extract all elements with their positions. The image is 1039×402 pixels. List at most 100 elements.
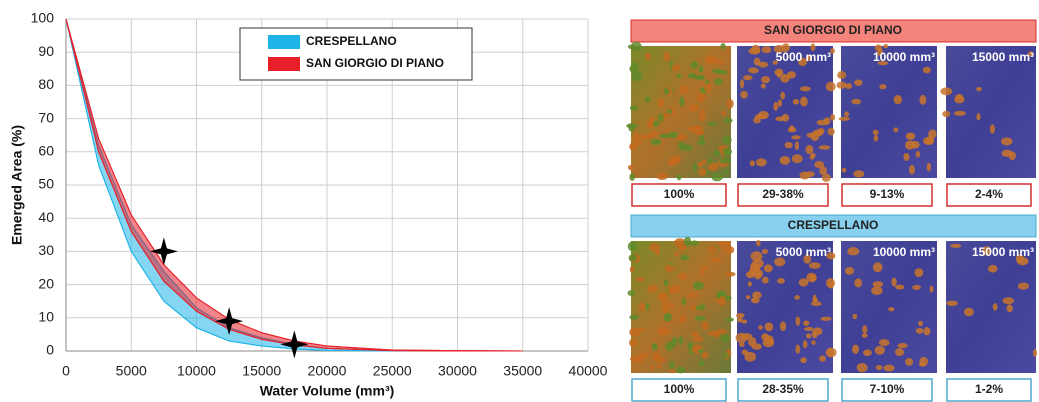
image-texture	[828, 128, 835, 136]
image-texture	[976, 113, 980, 120]
image-texture	[708, 246, 718, 255]
image-texture	[726, 99, 734, 109]
image-texture	[736, 313, 745, 318]
percentage-label: 29-38%	[762, 187, 804, 201]
image-texture	[629, 254, 637, 262]
image-texture	[826, 278, 835, 288]
image-texture	[853, 170, 864, 177]
image-texture	[723, 148, 732, 155]
image-texture	[819, 355, 826, 361]
image-label: 10000 mm³	[873, 50, 935, 64]
image-texture	[656, 172, 668, 180]
image-texture	[650, 139, 661, 145]
image-texture	[748, 48, 760, 55]
image-texture	[847, 247, 859, 255]
image-texture	[746, 271, 755, 278]
image-texture	[876, 365, 883, 370]
image-label: 5000 mm³	[776, 50, 831, 64]
image-texture	[758, 62, 768, 68]
image-texture	[690, 61, 698, 69]
image-texture	[918, 321, 923, 326]
image-texture	[862, 334, 868, 338]
image-texture	[704, 83, 711, 92]
image-texture	[794, 295, 800, 300]
image-texture	[708, 163, 719, 171]
image-texture	[912, 285, 921, 290]
image-texture	[862, 325, 867, 333]
y-tick-label: 30	[38, 242, 54, 258]
image-texture	[810, 154, 815, 160]
image-texture	[693, 282, 704, 290]
image-texture	[853, 314, 858, 319]
image-texture	[750, 160, 755, 166]
image-texture	[698, 162, 703, 167]
image-texture	[752, 291, 762, 298]
image-texture	[665, 265, 674, 272]
x-tick-label: 35000	[503, 363, 542, 379]
image-texture	[756, 158, 767, 166]
image-texture	[645, 52, 651, 60]
y-tick-label: 20	[38, 275, 54, 291]
image-texture	[803, 340, 808, 348]
image-texture	[636, 328, 646, 332]
image-texture	[655, 249, 660, 256]
image-texture	[988, 265, 998, 273]
image-texture	[706, 56, 717, 63]
image-texture	[678, 336, 683, 345]
image-texture	[748, 67, 759, 73]
image-texture	[897, 343, 907, 348]
x-tick-label: 20000	[308, 363, 347, 379]
image-texture	[679, 85, 689, 94]
image-texture	[712, 69, 722, 74]
image-texture	[762, 249, 768, 254]
x-tick-label: 30000	[438, 363, 477, 379]
panel-title: SAN GIORGIO DI PIANO	[764, 23, 902, 37]
image-texture	[837, 81, 847, 88]
image-texture	[656, 363, 661, 368]
image-texture	[701, 303, 705, 310]
image-texture	[697, 141, 706, 146]
image-texture	[687, 342, 693, 350]
image-texture	[724, 246, 735, 254]
image-texture	[746, 295, 751, 299]
image-texture	[724, 353, 729, 358]
image-texture	[710, 258, 722, 263]
image-texture	[812, 330, 818, 338]
image-texture	[800, 357, 806, 363]
image-texture	[822, 174, 831, 182]
x-tick-label: 5000	[116, 363, 147, 379]
legend-label: CRESPELLANO	[306, 34, 397, 48]
image-texture	[697, 92, 706, 102]
image-texture	[678, 142, 685, 151]
image-texture	[711, 173, 723, 182]
image-texture	[718, 241, 729, 246]
x-tick-label: 40000	[569, 363, 608, 379]
image-texture	[758, 111, 769, 119]
image-texture	[671, 64, 680, 71]
image-texture	[687, 293, 698, 297]
image-texture	[758, 325, 763, 330]
image-texture	[776, 70, 781, 78]
image-texture	[650, 365, 655, 370]
y-tick-label: 80	[38, 76, 54, 92]
image-texture	[809, 262, 821, 269]
image-texture	[677, 174, 682, 180]
image-texture	[630, 266, 634, 273]
y-tick-label: 100	[31, 10, 55, 26]
image-texture	[678, 315, 686, 323]
image-texture	[764, 322, 773, 331]
image-texture	[888, 307, 894, 311]
image-texture	[743, 75, 752, 80]
image-texture	[664, 313, 672, 322]
panel-title: CRESPELLANO	[788, 218, 879, 232]
image-texture	[954, 96, 964, 104]
x-tick-label: 25000	[373, 363, 412, 379]
y-axis-title: Emerged Area (%)	[9, 125, 25, 245]
image-texture	[748, 337, 756, 347]
image-texture	[723, 118, 732, 124]
image-texture	[817, 128, 824, 134]
image-texture	[662, 304, 669, 314]
image-texture	[655, 357, 667, 362]
image-texture	[693, 336, 704, 342]
page: {"chart_data": {"type": "band", "xlabel"…	[0, 0, 1039, 402]
